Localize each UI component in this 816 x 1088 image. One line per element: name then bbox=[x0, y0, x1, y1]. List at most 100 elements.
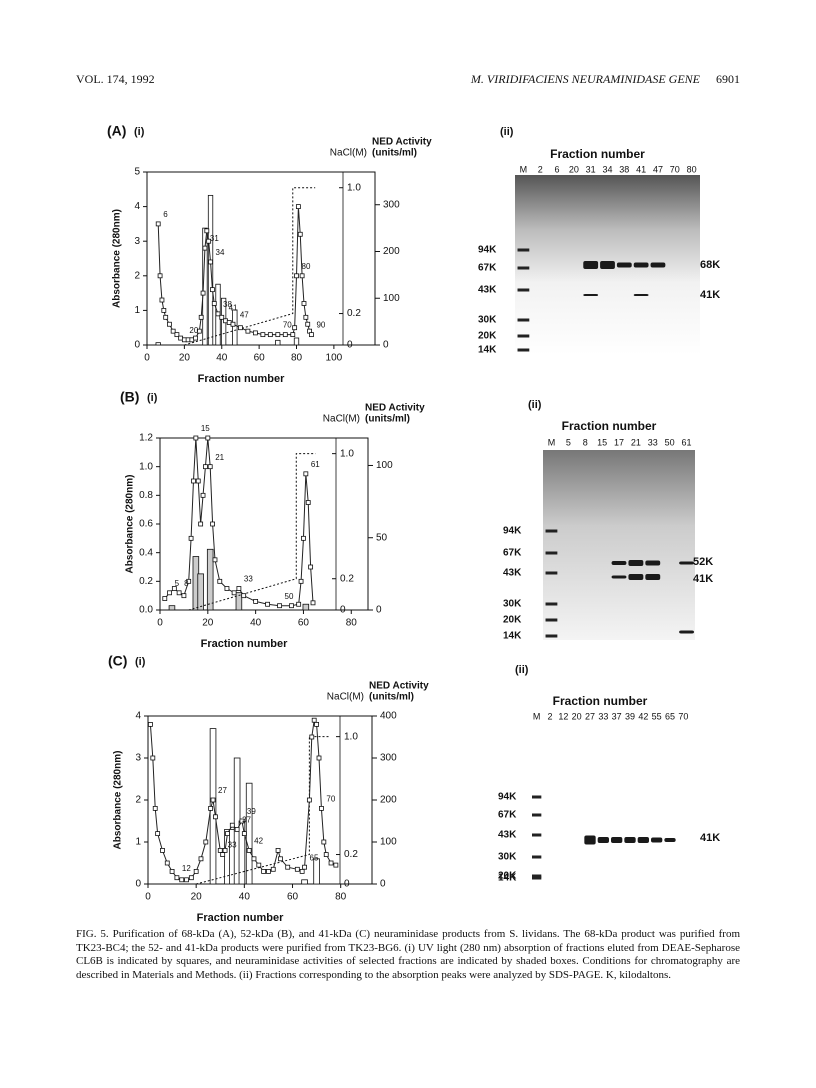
gel-image bbox=[543, 450, 695, 640]
point-label: 33 bbox=[228, 841, 237, 850]
activity-bar bbox=[197, 573, 204, 611]
marker-band bbox=[532, 795, 542, 799]
absorbance-point bbox=[148, 722, 153, 727]
lane-label: 34 bbox=[602, 164, 612, 174]
absorbance-point bbox=[316, 755, 322, 761]
absorbance-point bbox=[181, 593, 187, 599]
caption-label: FIG. 5. bbox=[76, 928, 109, 940]
absorbance-point bbox=[303, 314, 309, 320]
sample-band bbox=[633, 262, 649, 268]
gel-title: Fraction number bbox=[553, 694, 648, 708]
y-tick-label: 1 bbox=[135, 837, 141, 848]
absorbance-point bbox=[224, 586, 230, 591]
point-label: 70 bbox=[283, 321, 292, 330]
y2-axis-label: NED Activity bbox=[372, 137, 432, 148]
x-tick-label: 60 bbox=[287, 892, 299, 903]
absorbance-point bbox=[236, 586, 242, 591]
absorbance-point bbox=[294, 866, 300, 872]
lane-label: 65 bbox=[665, 711, 675, 721]
marker-band bbox=[517, 318, 530, 322]
x-tick-label: 100 bbox=[326, 353, 343, 364]
absorbance-point bbox=[203, 839, 209, 845]
absorbance-point bbox=[167, 321, 172, 327]
x-tick-label: 0 bbox=[157, 618, 163, 629]
marker-band bbox=[517, 266, 530, 270]
absorbance-point bbox=[193, 869, 199, 874]
absorbance-point bbox=[306, 797, 312, 803]
absorbance-point bbox=[323, 852, 329, 857]
activity-bar bbox=[245, 782, 253, 885]
absorbance-point bbox=[261, 869, 267, 874]
absorbance-point bbox=[169, 869, 175, 874]
x-tick-label: 20 bbox=[202, 618, 214, 629]
y2-axis-label: (units/ml) bbox=[372, 148, 417, 159]
marker-band bbox=[517, 248, 530, 252]
absorbance-point bbox=[222, 848, 228, 853]
point-label: 6 bbox=[163, 210, 168, 219]
absorbance-point bbox=[231, 590, 237, 596]
point-label: 21 bbox=[215, 453, 224, 462]
marker-band bbox=[532, 813, 542, 817]
x-tick-label: 80 bbox=[335, 892, 347, 903]
lane-label: 20 bbox=[572, 711, 582, 721]
absorbance-point bbox=[198, 521, 204, 527]
absorbance-point bbox=[167, 590, 172, 596]
absorbance-point bbox=[311, 717, 317, 723]
absorbance-point bbox=[170, 328, 176, 334]
absorbance-point bbox=[200, 492, 206, 498]
nacl-tick-label: 0 bbox=[347, 340, 353, 351]
absorbance-point bbox=[309, 332, 314, 338]
point-label: 39 bbox=[247, 807, 256, 816]
absorbance-point bbox=[270, 866, 276, 872]
y2-tick-label: 300 bbox=[383, 199, 400, 210]
absorbance-point bbox=[265, 601, 270, 607]
y2-tick-label: 300 bbox=[380, 753, 397, 764]
marker-label: 20K bbox=[503, 615, 522, 626]
point-label: 90 bbox=[316, 321, 325, 330]
lane-label: 39 bbox=[625, 711, 635, 721]
marker-band bbox=[517, 334, 530, 338]
marker-band bbox=[517, 348, 530, 352]
absorbance-point bbox=[295, 204, 301, 210]
marker-band bbox=[545, 551, 558, 555]
x-axis-label: Fraction number bbox=[198, 373, 286, 385]
lane-label: 42 bbox=[638, 711, 648, 721]
y2-tick-label: 50 bbox=[376, 532, 388, 543]
absorbance-point bbox=[205, 435, 211, 441]
gel-sub: (ii) bbox=[500, 126, 514, 138]
absorbance-point bbox=[260, 332, 266, 338]
absorbance-point bbox=[290, 332, 296, 338]
nacl-tick-label: 0 bbox=[344, 879, 350, 890]
absorbance-point bbox=[266, 869, 271, 874]
point-label: 33 bbox=[244, 575, 253, 584]
absorbance-point bbox=[211, 301, 217, 306]
absorbance-point bbox=[321, 839, 327, 845]
lane-label: 47 bbox=[653, 164, 663, 174]
point-label: 41 bbox=[229, 303, 238, 312]
x-tick-label: 60 bbox=[254, 353, 266, 364]
sample-band bbox=[597, 837, 609, 843]
plot-frame bbox=[147, 715, 373, 885]
absorbance-point bbox=[204, 228, 210, 234]
marker-band bbox=[532, 876, 542, 880]
panel-label: (C) bbox=[108, 653, 127, 669]
lane-label: 2 bbox=[547, 711, 552, 721]
absorbance-point bbox=[305, 500, 311, 505]
band-label: 52K bbox=[693, 556, 713, 568]
absorbance-point bbox=[309, 734, 315, 740]
absorbance-point bbox=[294, 273, 299, 279]
nacl-tick-label: 0.2 bbox=[344, 849, 358, 860]
sample-band bbox=[584, 835, 596, 845]
lane-label: 8 bbox=[583, 437, 588, 447]
activity-bar bbox=[232, 309, 238, 346]
lane-label: 80 bbox=[687, 164, 697, 174]
nacl-gradient bbox=[196, 736, 329, 885]
sample-band bbox=[664, 838, 676, 842]
panel-sub: (i) bbox=[147, 392, 158, 404]
absorbance-point bbox=[303, 471, 309, 477]
activity-bar bbox=[207, 194, 214, 346]
marker-band bbox=[532, 874, 542, 878]
x-tick-label: 80 bbox=[291, 353, 303, 364]
marker-band bbox=[545, 634, 558, 638]
absorbance-point bbox=[305, 321, 311, 327]
